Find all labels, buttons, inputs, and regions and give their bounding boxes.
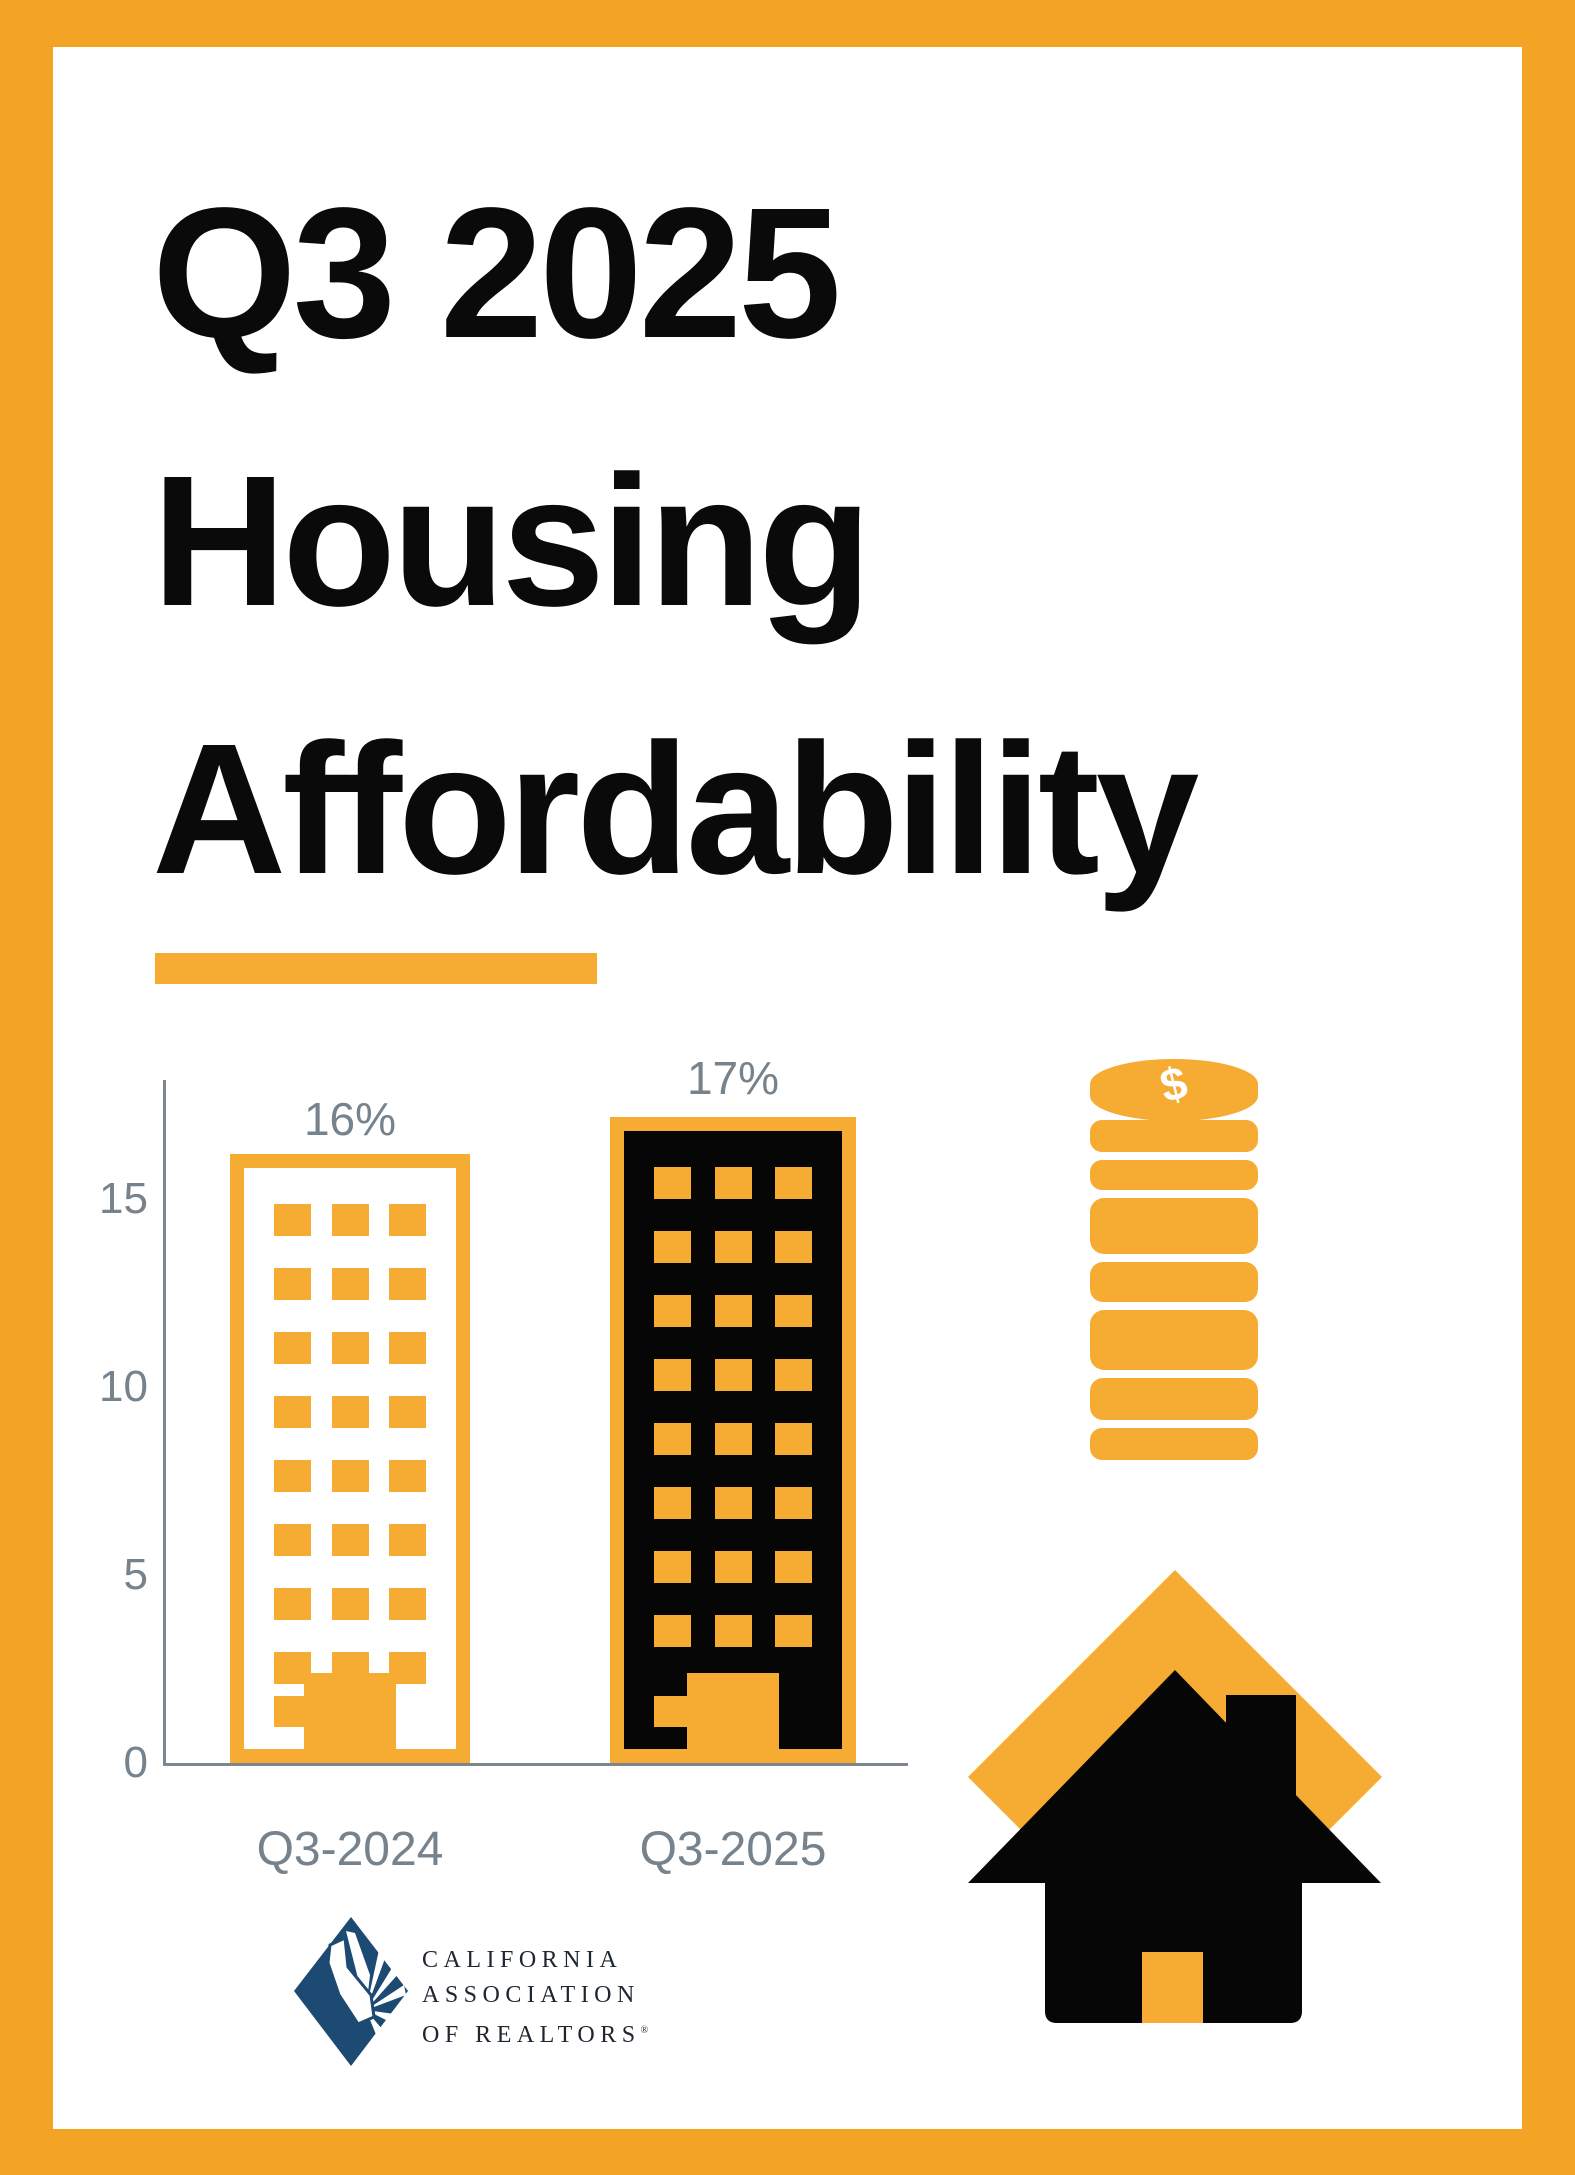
house-door	[1142, 1952, 1203, 2023]
building-window	[389, 1204, 426, 1236]
building-window	[654, 1615, 691, 1647]
building-window	[775, 1359, 812, 1391]
building-door	[687, 1673, 779, 1749]
car-logo-line-3: OF REALTORS®	[422, 2022, 649, 2048]
building-window	[775, 1551, 812, 1583]
building-window	[654, 1295, 691, 1327]
building-window	[654, 1167, 691, 1199]
building-window	[775, 1487, 812, 1519]
bar-value-label-q3-2025: 17%	[686, 1052, 780, 1104]
title-line-1: Q3 2025	[152, 170, 842, 377]
x-axis-line	[163, 1763, 908, 1766]
building-bar-q3-2025	[610, 1117, 856, 1763]
building-window	[654, 1423, 691, 1455]
building-window	[775, 1615, 812, 1647]
building-window	[775, 1167, 812, 1199]
building-window	[331, 1204, 369, 1236]
house-icon	[968, 1570, 1382, 2023]
building-window	[331, 1268, 369, 1300]
coins-stack-icon: $	[1090, 1058, 1258, 1460]
building-window	[389, 1460, 426, 1492]
title-accent-bar	[155, 953, 597, 984]
building-window	[274, 1332, 311, 1364]
building-window	[714, 1423, 752, 1455]
building-window	[714, 1295, 752, 1327]
building-window	[389, 1524, 426, 1556]
building-bar-q3-2024	[230, 1154, 470, 1763]
building-windows	[274, 1204, 426, 1684]
y-tick-15: 15	[99, 1174, 148, 1223]
page-title: Q3 2025 Housing Affordability	[152, 140, 1199, 944]
y-tick-5: 5	[123, 1550, 148, 1599]
building-window	[274, 1588, 311, 1620]
building-window	[274, 1268, 311, 1300]
building-window	[654, 1231, 691, 1263]
building-window	[714, 1615, 752, 1647]
building-window	[654, 1551, 691, 1583]
building-window	[389, 1396, 426, 1428]
x-category-label-q3-2025: Q3-2025	[639, 1823, 827, 1876]
title-line-3: Affordability	[152, 706, 1199, 913]
y-tick-0: 0	[123, 1738, 148, 1787]
building-window	[775, 1423, 812, 1455]
building-window	[331, 1332, 369, 1364]
building-window	[274, 1204, 311, 1236]
building-window	[775, 1231, 812, 1263]
building-window	[714, 1231, 752, 1263]
building-window	[714, 1487, 752, 1519]
car-logo-line-2: ASSOCIATION	[422, 1982, 640, 2008]
y-tick-10: 10	[99, 1362, 148, 1411]
registered-mark: ®	[640, 2025, 649, 2036]
x-category-label-q3-2024: Q3-2024	[256, 1823, 444, 1876]
building-window	[274, 1460, 311, 1492]
building-window	[389, 1332, 426, 1364]
building-door	[304, 1673, 396, 1749]
building-window	[331, 1460, 369, 1492]
bar-value-label-q3-2024: 16%	[303, 1093, 397, 1145]
building-window	[654, 1359, 691, 1391]
building-window	[331, 1396, 369, 1428]
y-axis-line	[163, 1080, 166, 1766]
building-window	[714, 1167, 752, 1199]
building-small-window	[654, 1696, 691, 1727]
building-window	[389, 1268, 426, 1300]
building-window	[274, 1396, 311, 1428]
building-window	[654, 1487, 691, 1519]
title-line-2: Housing	[152, 438, 872, 645]
building-window	[714, 1359, 752, 1391]
building-window	[274, 1524, 311, 1556]
building-window	[331, 1524, 369, 1556]
building-window	[389, 1588, 426, 1620]
car-logo-diamond-icon	[294, 1917, 408, 2066]
car-logo-line-1: CALIFORNIA	[422, 1947, 623, 1973]
building-window	[331, 1588, 369, 1620]
building-windows	[654, 1167, 812, 1647]
building-window	[775, 1295, 812, 1327]
car-logo-text: CALIFORNIA ASSOCIATION OF REALTORS®	[422, 1943, 648, 2053]
building-window	[714, 1551, 752, 1583]
